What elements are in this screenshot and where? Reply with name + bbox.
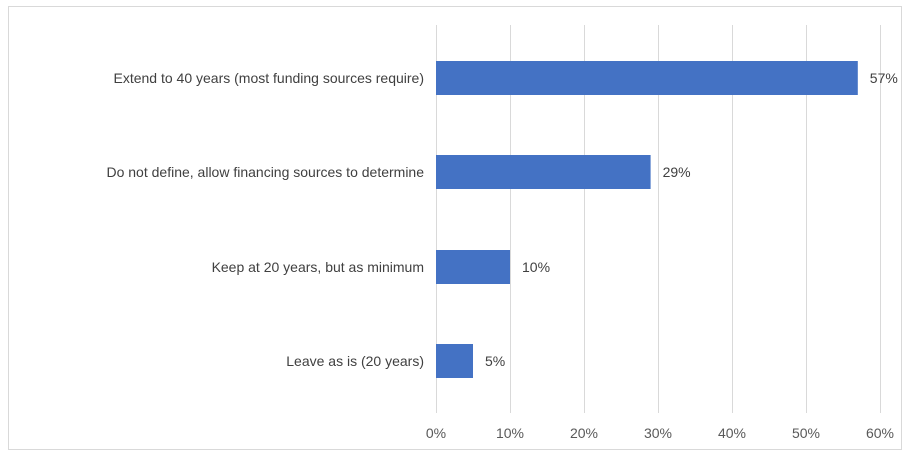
x-tick-label: 20% [570, 425, 598, 441]
data-label: 57% [870, 70, 898, 86]
bar [436, 155, 651, 189]
bars [436, 61, 858, 378]
bar-chart: Extend to 40 years (most funding sources… [106, 25, 898, 441]
chart-frame: Extend to 40 years (most funding sources… [8, 6, 902, 450]
x-tick-label: 30% [644, 425, 672, 441]
x-tick-label: 50% [792, 425, 820, 441]
data-labels: 57% 29% 10% 5% [485, 70, 898, 369]
bar [436, 250, 510, 284]
x-axis-tick-labels: 0% 10% 20% 30% 40% 50% 60% [426, 425, 894, 441]
category-label: Keep at 20 years, but as minimum [212, 259, 424, 275]
data-label: 29% [663, 164, 691, 180]
category-label: Extend to 40 years (most funding sources… [114, 70, 425, 86]
category-label: Do not define, allow financing sources t… [106, 164, 424, 180]
data-label: 10% [522, 259, 550, 275]
bar [436, 61, 858, 95]
category-labels: Extend to 40 years (most funding sources… [106, 70, 424, 369]
x-tick-label: 60% [866, 425, 894, 441]
bar [436, 344, 473, 378]
x-tick-label: 10% [496, 425, 524, 441]
category-label: Leave as is (20 years) [286, 353, 424, 369]
x-tick-label: 40% [718, 425, 746, 441]
x-tick-label: 0% [426, 425, 446, 441]
data-label: 5% [485, 353, 505, 369]
